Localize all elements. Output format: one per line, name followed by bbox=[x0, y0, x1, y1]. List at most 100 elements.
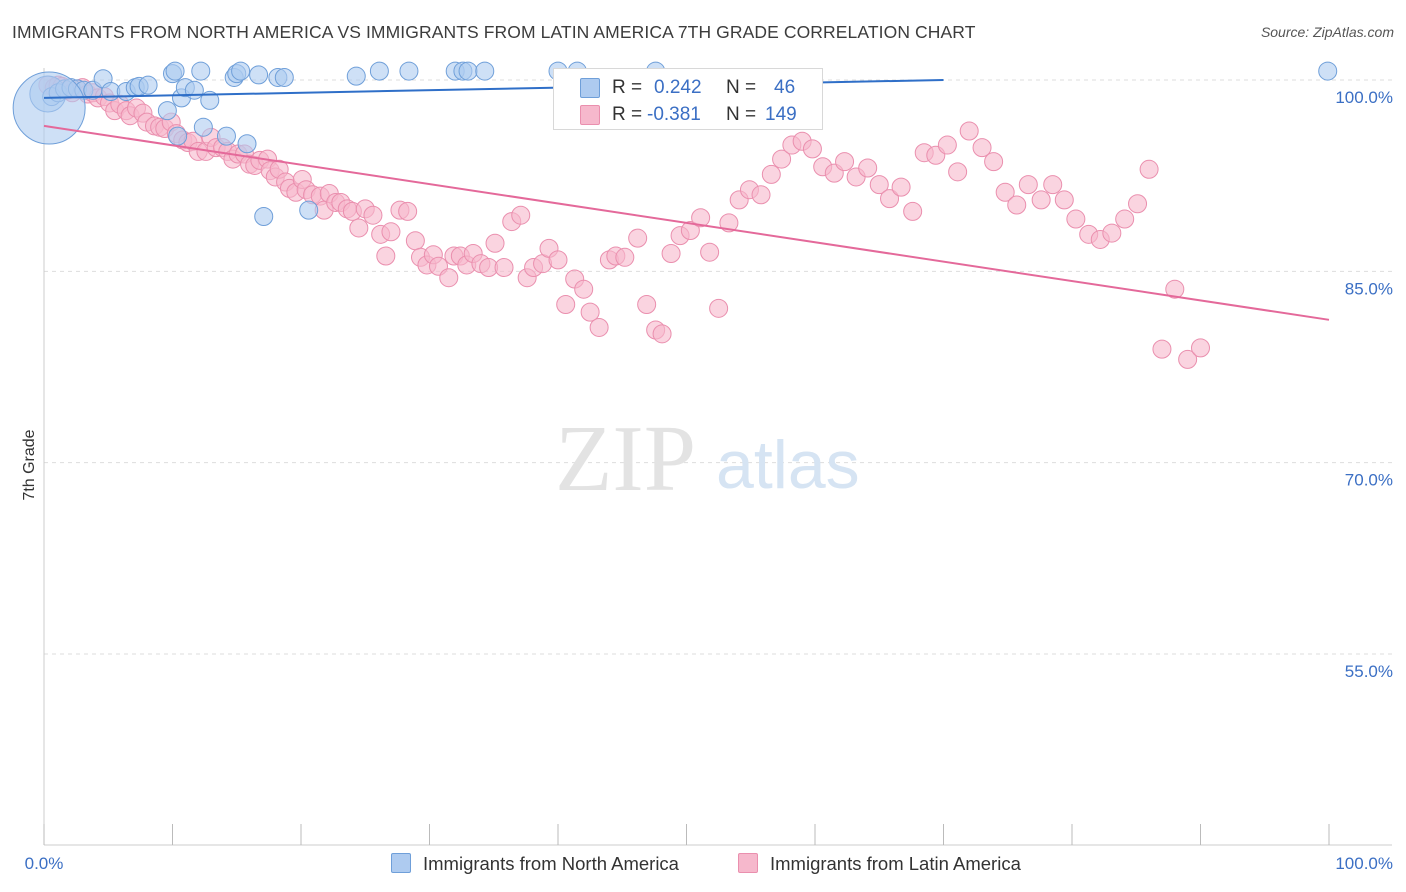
r-value: -0.381 bbox=[647, 104, 701, 125]
trend-line-latin-america bbox=[43, 124, 1330, 321]
latin-america-point bbox=[376, 246, 396, 266]
latin-america-point bbox=[880, 189, 900, 209]
stats-legend: R = 0.242 N = 46 R = -0.381 N = 149 bbox=[553, 68, 823, 130]
x-tick-label: 100.0% bbox=[1335, 854, 1393, 873]
north-america-point bbox=[458, 61, 478, 81]
r-label: R = bbox=[612, 104, 643, 125]
latin-america-point bbox=[548, 250, 568, 270]
north-america-point bbox=[165, 61, 185, 81]
latin-america-point bbox=[511, 205, 531, 225]
north-america-point bbox=[249, 65, 269, 85]
latin-america-point bbox=[661, 243, 681, 263]
north-america-points bbox=[12, 61, 1338, 226]
north-america-point bbox=[12, 71, 86, 145]
y-tick-label: 100.0% bbox=[1335, 88, 1393, 107]
source-label: Source: ZipAtlas.com bbox=[1260, 24, 1394, 40]
north-america-point bbox=[157, 101, 177, 121]
x-tick-label: 0.0% bbox=[25, 854, 64, 873]
r-label: R = bbox=[612, 77, 643, 98]
legend-label-latin-america: Immigrants from Latin America bbox=[770, 853, 1021, 874]
legend-label-north-america: Immigrants from North America bbox=[423, 853, 679, 874]
north-america-point bbox=[475, 61, 495, 81]
north-america-point bbox=[231, 61, 251, 81]
latin-america-point bbox=[1054, 190, 1074, 210]
north-america-point bbox=[216, 126, 236, 146]
latin-america-point bbox=[381, 222, 401, 242]
n-value: 149 bbox=[765, 104, 797, 125]
north-america-point bbox=[168, 126, 188, 146]
swatch-latin-america bbox=[580, 105, 600, 125]
latin-america-point bbox=[719, 213, 739, 233]
latin-america-point bbox=[691, 208, 711, 228]
latin-america-point bbox=[948, 162, 968, 182]
latin-america-point bbox=[398, 201, 418, 221]
latin-america-point bbox=[1031, 190, 1051, 210]
north-america-point bbox=[346, 66, 366, 86]
latin-america-point bbox=[615, 247, 635, 267]
legend-swatch-latin-america bbox=[738, 853, 758, 873]
north-america-point bbox=[254, 206, 274, 226]
latin-america-point bbox=[1043, 175, 1063, 195]
stats-row-north-america: R = 0.242 N = 46 bbox=[554, 73, 824, 103]
latin-america-point bbox=[984, 152, 1004, 172]
latin-america-point bbox=[1102, 223, 1122, 243]
watermark: ZIP atlas bbox=[555, 407, 860, 511]
north-america-point bbox=[184, 80, 204, 100]
legend-swatch-north-america bbox=[391, 853, 411, 873]
r-value: 0.242 bbox=[654, 77, 702, 98]
latin-america-point bbox=[589, 317, 609, 337]
stats-row-latin-america: R = -0.381 N = 149 bbox=[554, 100, 824, 130]
latin-america-point bbox=[1178, 349, 1198, 369]
latin-america-point bbox=[405, 231, 425, 251]
watermark-zip: ZIP bbox=[555, 407, 696, 511]
latin-america-point bbox=[628, 228, 648, 248]
latin-america-points bbox=[38, 75, 1210, 369]
latin-america-point bbox=[439, 268, 459, 288]
north-america-point bbox=[237, 134, 257, 154]
latin-america-point bbox=[772, 149, 792, 169]
latin-america-point bbox=[637, 294, 657, 314]
latin-america-point bbox=[349, 218, 369, 238]
north-america-point bbox=[1318, 61, 1338, 81]
y-axis-title: 7th Grade bbox=[21, 429, 38, 500]
latin-america-point bbox=[652, 324, 672, 344]
north-america-point bbox=[191, 61, 211, 81]
latin-america-point bbox=[700, 242, 720, 262]
latin-america-point bbox=[363, 205, 383, 225]
latin-america-point bbox=[972, 138, 992, 158]
latin-america-point bbox=[1066, 209, 1086, 229]
latin-america-point bbox=[995, 182, 1015, 202]
latin-america-point bbox=[1115, 209, 1135, 229]
swatch-north-america bbox=[580, 78, 600, 98]
latin-america-point bbox=[891, 177, 911, 197]
n-label: N = bbox=[726, 77, 757, 98]
latin-america-point bbox=[1139, 159, 1159, 179]
north-america-point bbox=[138, 75, 158, 95]
latin-america-point bbox=[1165, 279, 1185, 299]
latin-america-point bbox=[761, 164, 781, 184]
north-america-point bbox=[299, 200, 319, 220]
n-value: 46 bbox=[774, 77, 796, 98]
latin-america-point bbox=[680, 221, 700, 241]
north-america-point bbox=[274, 67, 294, 87]
y-tick-label: 85.0% bbox=[1345, 279, 1393, 298]
latin-america-point bbox=[1191, 338, 1210, 358]
watermark-atlas: atlas bbox=[716, 427, 860, 503]
axis-labels: 100.0% 85.0% 70.0% 55.0% 0.0% 100.0% bbox=[25, 88, 1393, 873]
chart-title: IMMIGRANTS FROM NORTH AMERICA VS IMMIGRA… bbox=[12, 22, 976, 42]
latin-america-point bbox=[937, 135, 957, 155]
latin-america-point bbox=[751, 185, 771, 205]
latin-america-point bbox=[485, 233, 505, 253]
y-tick-label: 55.0% bbox=[1345, 662, 1393, 681]
north-america-point bbox=[369, 61, 389, 81]
latin-america-point bbox=[574, 279, 594, 299]
latin-america-point bbox=[802, 139, 822, 159]
latin-america-point bbox=[1152, 339, 1172, 359]
latin-america-point bbox=[580, 302, 600, 322]
latin-america-point bbox=[556, 294, 576, 314]
latin-america-point bbox=[903, 201, 923, 221]
north-america-point bbox=[193, 117, 213, 137]
latin-america-point bbox=[1007, 195, 1027, 215]
latin-america-point bbox=[494, 258, 514, 278]
